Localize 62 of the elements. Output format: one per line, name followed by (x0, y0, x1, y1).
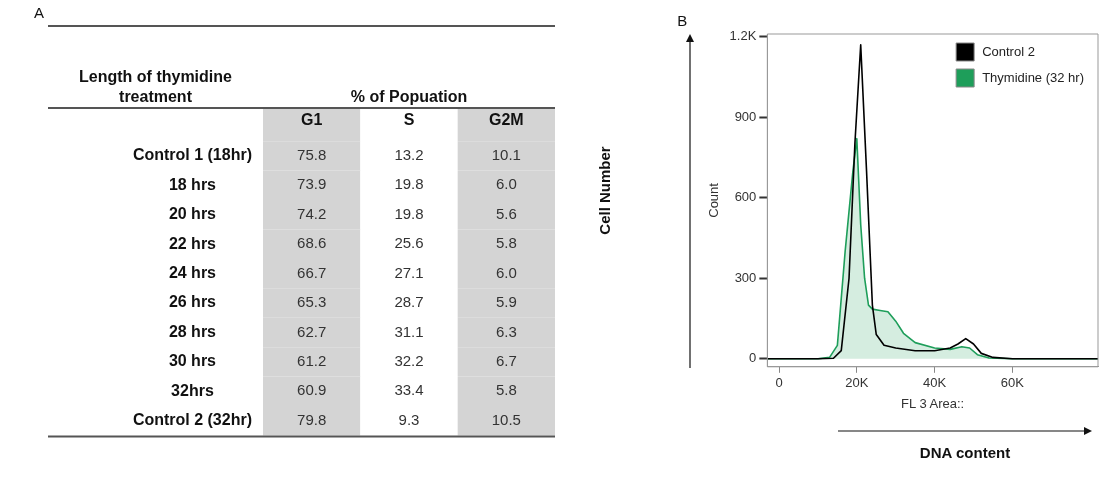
data-label: 61.2 (297, 351, 327, 369)
y-tick-label: 26 hrs (168, 293, 217, 311)
data-label: 73.9 (297, 175, 327, 193)
x-tick-label: 0 (775, 375, 783, 391)
data-label: 19.8 (394, 204, 424, 222)
x-tick-label: 20K (845, 375, 869, 391)
y-tick-label: 22 hrs (168, 234, 217, 252)
y-tick-label: 900 (734, 108, 757, 124)
y-axis-title: Length of thymidine treatment (79, 68, 233, 105)
y-tick-label: 32hrs (171, 381, 214, 399)
data-label: 60.9 (297, 381, 327, 399)
data-label: 5.9 (495, 293, 517, 311)
y-tick-label: 24 hrs (168, 264, 217, 281)
text: A (34, 4, 45, 21)
data-label: 75.8 (297, 146, 327, 164)
x-tick-label: G1 (300, 111, 323, 129)
data-label: 25.6 (394, 234, 424, 252)
data-label: 6.3 (495, 322, 517, 340)
data-label: 65.3 (297, 293, 327, 311)
data-label: 6.0 (495, 263, 517, 281)
x-axis-title: % of Popuation (350, 88, 468, 105)
data-label: 6.7 (495, 351, 517, 369)
y-tick-label: Control 1 (18hr) (132, 146, 252, 164)
y-tick-label: 18 hrs (168, 175, 217, 193)
y-tick-label: 28 hrs (168, 322, 217, 340)
y-tick-label: 20 hrs (168, 205, 217, 223)
data-label: 28.7 (394, 293, 424, 311)
y-axis-title: Count (706, 182, 722, 218)
data-label: 9.3 (398, 410, 420, 428)
data-label: 5.8 (495, 234, 517, 252)
y-tick-label: 300 (734, 269, 757, 285)
x-axis-title: FL 3 Area:: (901, 395, 965, 411)
text: DNA content (918, 444, 1012, 461)
x-tick-label: 40K (923, 375, 947, 391)
x-tick-label: S (403, 111, 415, 129)
data-label: 5.6 (495, 204, 517, 222)
legend-label: Control 2 (982, 43, 1035, 59)
legend-label: Thymidine (32 hr) (982, 69, 1085, 85)
data-label: 74.2 (297, 204, 327, 222)
data-label: 6.0 (495, 175, 517, 193)
y-tick-label: 30 hrs (168, 352, 217, 370)
data-label: 31.1 (394, 322, 424, 340)
data-label: 10.1 (491, 146, 521, 164)
data-label: 32.2 (394, 351, 424, 369)
data-label: 68.6 (297, 234, 327, 252)
x-tick-label: G2M (489, 111, 524, 129)
y-tick-label: Control 2 (32hr) (132, 411, 252, 429)
data-label: 13.2 (394, 146, 424, 164)
data-label: 19.8 (394, 175, 424, 193)
data-label: 62.7 (297, 322, 327, 340)
text: Cell Number (595, 145, 613, 237)
y-tick-label: 0 (749, 350, 757, 366)
y-tick-label: 600 (734, 189, 757, 205)
y-tick-label: 1.2K (729, 28, 757, 44)
data-label: 5.8 (495, 381, 517, 399)
data-label: 79.8 (297, 410, 327, 428)
x-tick-label: 60K (1000, 375, 1025, 391)
data-label: 66.7 (297, 263, 327, 281)
chart-title: B (677, 12, 688, 29)
data-label: 27.1 (394, 263, 424, 281)
data-label: 33.4 (394, 381, 424, 399)
data-label: 10.5 (491, 410, 521, 428)
